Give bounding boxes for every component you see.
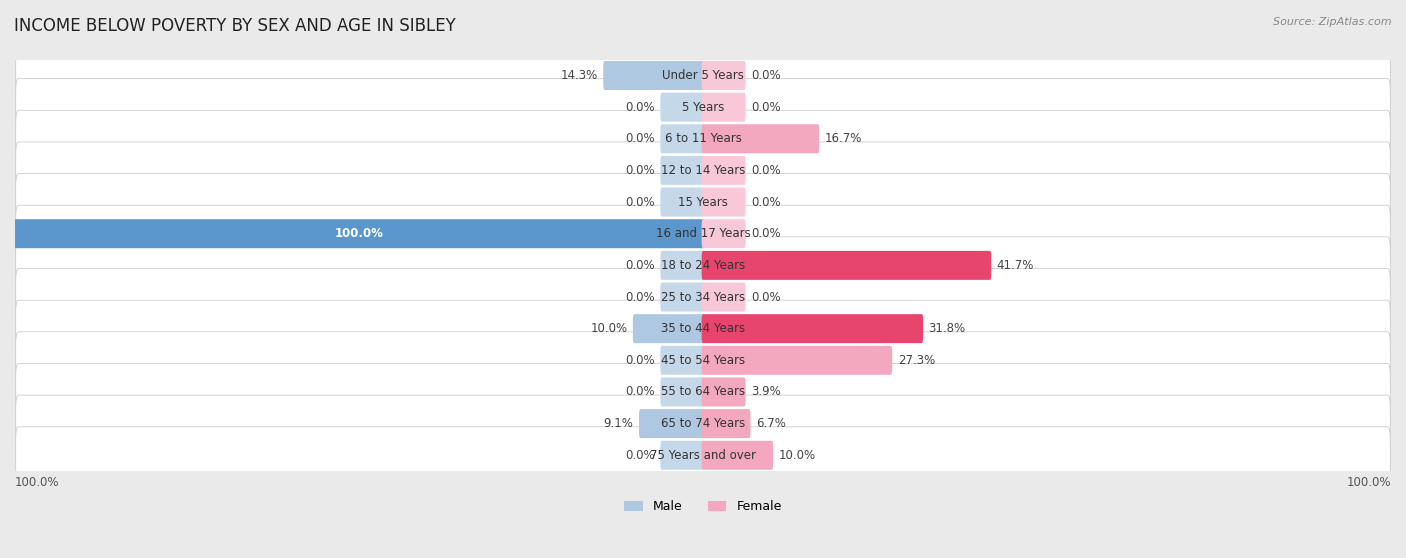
FancyBboxPatch shape — [15, 395, 1391, 452]
FancyBboxPatch shape — [15, 110, 1391, 167]
Text: 55 to 64 Years: 55 to 64 Years — [661, 386, 745, 398]
Text: 45 to 54 Years: 45 to 54 Years — [661, 354, 745, 367]
FancyBboxPatch shape — [15, 237, 1391, 294]
Text: 9.1%: 9.1% — [603, 417, 634, 430]
FancyBboxPatch shape — [661, 93, 704, 122]
Text: Source: ZipAtlas.com: Source: ZipAtlas.com — [1274, 17, 1392, 27]
FancyBboxPatch shape — [702, 346, 893, 375]
Text: 0.0%: 0.0% — [751, 195, 780, 209]
FancyBboxPatch shape — [661, 156, 704, 185]
FancyBboxPatch shape — [15, 79, 1391, 136]
Text: 15 Years: 15 Years — [678, 195, 728, 209]
Text: 16.7%: 16.7% — [825, 132, 862, 145]
Text: 75 Years and over: 75 Years and over — [650, 449, 756, 462]
FancyBboxPatch shape — [661, 346, 704, 375]
Text: 0.0%: 0.0% — [626, 195, 655, 209]
FancyBboxPatch shape — [702, 219, 745, 248]
FancyBboxPatch shape — [15, 427, 1391, 484]
Text: 25 to 34 Years: 25 to 34 Years — [661, 291, 745, 304]
Text: 0.0%: 0.0% — [626, 100, 655, 114]
Text: 10.0%: 10.0% — [591, 322, 627, 335]
FancyBboxPatch shape — [661, 282, 704, 311]
FancyBboxPatch shape — [661, 124, 704, 153]
Text: 35 to 44 Years: 35 to 44 Years — [661, 322, 745, 335]
FancyBboxPatch shape — [702, 282, 745, 311]
Text: 0.0%: 0.0% — [626, 259, 655, 272]
FancyBboxPatch shape — [702, 156, 745, 185]
Text: 6 to 11 Years: 6 to 11 Years — [665, 132, 741, 145]
FancyBboxPatch shape — [633, 314, 704, 343]
Text: 5 Years: 5 Years — [682, 100, 724, 114]
FancyBboxPatch shape — [702, 377, 745, 406]
Text: 14.3%: 14.3% — [561, 69, 598, 82]
FancyBboxPatch shape — [702, 409, 751, 438]
FancyBboxPatch shape — [702, 251, 991, 280]
FancyBboxPatch shape — [603, 61, 704, 90]
Text: 100.0%: 100.0% — [335, 227, 384, 240]
Text: 27.3%: 27.3% — [897, 354, 935, 367]
FancyBboxPatch shape — [661, 377, 704, 406]
FancyBboxPatch shape — [702, 61, 745, 90]
FancyBboxPatch shape — [702, 441, 773, 470]
Text: 0.0%: 0.0% — [626, 449, 655, 462]
Text: 0.0%: 0.0% — [751, 100, 780, 114]
FancyBboxPatch shape — [702, 93, 745, 122]
Text: 0.0%: 0.0% — [626, 164, 655, 177]
Text: 41.7%: 41.7% — [997, 259, 1035, 272]
Text: 0.0%: 0.0% — [751, 164, 780, 177]
Text: 0.0%: 0.0% — [751, 291, 780, 304]
FancyBboxPatch shape — [702, 124, 820, 153]
Text: INCOME BELOW POVERTY BY SEX AND AGE IN SIBLEY: INCOME BELOW POVERTY BY SEX AND AGE IN S… — [14, 17, 456, 35]
Text: 0.0%: 0.0% — [626, 291, 655, 304]
Text: 0.0%: 0.0% — [626, 354, 655, 367]
FancyBboxPatch shape — [14, 219, 704, 248]
FancyBboxPatch shape — [661, 187, 704, 217]
FancyBboxPatch shape — [15, 205, 1391, 262]
FancyBboxPatch shape — [661, 441, 704, 470]
Text: 18 to 24 Years: 18 to 24 Years — [661, 259, 745, 272]
FancyBboxPatch shape — [15, 142, 1391, 199]
FancyBboxPatch shape — [661, 251, 704, 280]
Text: 3.9%: 3.9% — [751, 386, 780, 398]
FancyBboxPatch shape — [15, 332, 1391, 389]
FancyBboxPatch shape — [702, 187, 745, 217]
Text: 100.0%: 100.0% — [1347, 476, 1391, 489]
FancyBboxPatch shape — [702, 314, 924, 343]
Text: 0.0%: 0.0% — [751, 227, 780, 240]
Text: 6.7%: 6.7% — [756, 417, 786, 430]
FancyBboxPatch shape — [15, 363, 1391, 420]
FancyBboxPatch shape — [15, 47, 1391, 104]
Text: 100.0%: 100.0% — [15, 476, 59, 489]
Text: 31.8%: 31.8% — [929, 322, 966, 335]
Text: 65 to 74 Years: 65 to 74 Years — [661, 417, 745, 430]
Text: 12 to 14 Years: 12 to 14 Years — [661, 164, 745, 177]
FancyBboxPatch shape — [15, 174, 1391, 230]
Text: Under 5 Years: Under 5 Years — [662, 69, 744, 82]
Text: 0.0%: 0.0% — [626, 386, 655, 398]
Text: 16 and 17 Years: 16 and 17 Years — [655, 227, 751, 240]
Text: 0.0%: 0.0% — [626, 132, 655, 145]
Text: 0.0%: 0.0% — [751, 69, 780, 82]
Text: 10.0%: 10.0% — [779, 449, 815, 462]
FancyBboxPatch shape — [15, 268, 1391, 325]
FancyBboxPatch shape — [640, 409, 704, 438]
FancyBboxPatch shape — [15, 300, 1391, 357]
Legend: Male, Female: Male, Female — [619, 496, 787, 518]
